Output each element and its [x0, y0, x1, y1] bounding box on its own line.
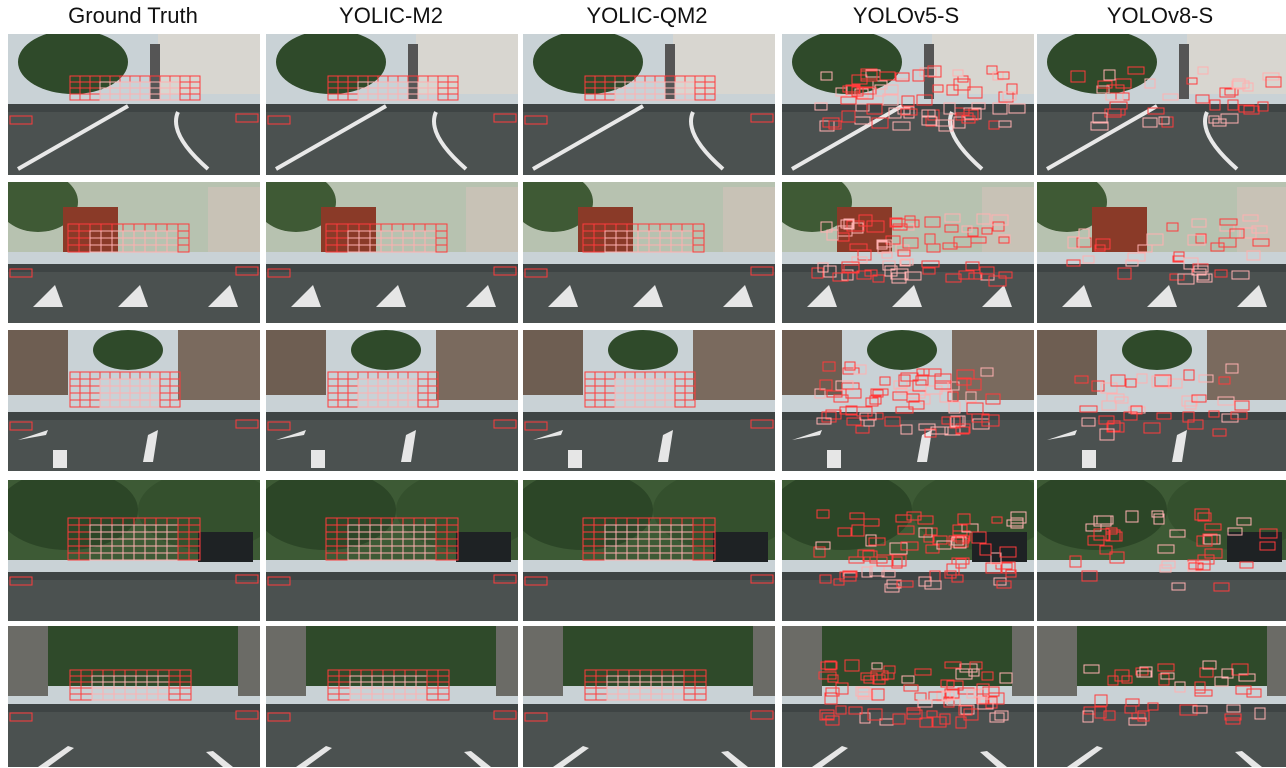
scene-street-with-building-and-curve [266, 34, 518, 175]
result-image-m2-row-5 [266, 626, 518, 767]
detection-boxes [1069, 508, 1278, 592]
scene-truck-and-crosswalk [782, 182, 1034, 323]
scene-tree-lined-road-with-suv [8, 480, 260, 621]
image-grid [0, 34, 1286, 768]
scene-urban-road-with-cars [523, 626, 775, 767]
detection-boxes [267, 371, 517, 431]
result-image-v5-row-5 [782, 626, 1034, 767]
detection-boxes [1066, 214, 1270, 285]
result-image-qm2-row-4 [523, 480, 775, 621]
scene-brick-houses-with-arrows [1037, 330, 1286, 471]
column-title-yolic-m2: YOLIC-M2 [339, 3, 443, 28]
result-image-v5-row-3 [782, 330, 1034, 471]
result-image-m2-row-3 [266, 330, 518, 471]
detection-boxes [1082, 660, 1266, 726]
scene-truck-and-crosswalk [523, 182, 775, 323]
detection-boxes [1070, 66, 1282, 131]
scene-urban-road-with-cars [782, 626, 1034, 767]
result-image-v8-row-4 [1037, 480, 1286, 621]
scene-brick-houses-with-arrows [8, 330, 260, 471]
result-image-gt-row-2 [8, 182, 260, 323]
scene-tree-lined-road-with-suv [1037, 480, 1286, 621]
scene-tree-lined-road-with-suv [523, 480, 775, 621]
result-image-qm2-row-2 [523, 182, 775, 323]
result-image-v8-row-3 [1037, 330, 1286, 471]
column-title-yolov8-s: YOLOv8-S [1106, 3, 1214, 28]
scene-urban-road-with-cars [8, 626, 260, 767]
detection-boxes [524, 669, 774, 722]
result-image-v8-row-2 [1037, 182, 1286, 323]
detection-boxes [524, 75, 774, 125]
scene-tree-lined-road-with-suv [782, 480, 1034, 621]
result-image-v5-row-2 [782, 182, 1034, 323]
result-image-qm2-row-5 [523, 626, 775, 767]
scene-urban-road-with-cars [1037, 626, 1286, 767]
detection-boxes [818, 659, 1013, 729]
result-image-v8-row-1 [1037, 34, 1286, 175]
scene-truck-and-crosswalk [8, 182, 260, 323]
result-image-v8-row-5 [1037, 626, 1286, 767]
scene-tree-lined-road-with-suv [266, 480, 518, 621]
detection-boxes [267, 669, 517, 722]
detection-boxes [814, 361, 1001, 438]
detection-boxes [9, 669, 259, 722]
result-image-m2-row-4 [266, 480, 518, 621]
result-image-gt-row-5 [8, 626, 260, 767]
result-image-gt-row-4 [8, 480, 260, 621]
scene-brick-houses-with-arrows [523, 330, 775, 471]
scene-brick-houses-with-arrows [266, 330, 518, 471]
detection-boxes [813, 509, 1027, 593]
scene-truck-and-crosswalk [266, 182, 518, 323]
result-image-qm2-row-1 [523, 34, 775, 175]
result-image-v5-row-1 [782, 34, 1034, 175]
detection-boxes [9, 223, 259, 278]
scene-urban-road-with-cars [266, 626, 518, 767]
detection-boxes [1074, 363, 1250, 441]
scene-street-with-building-and-curve [782, 34, 1034, 175]
column-title-ground-truth: Ground Truth [68, 3, 198, 28]
column-title-yolov5-s: YOLOv5-S [852, 3, 960, 28]
result-image-qm2-row-3 [523, 330, 775, 471]
detection-boxes [811, 213, 1013, 287]
scene-brick-houses-with-arrows [782, 330, 1034, 471]
result-image-m2-row-2 [266, 182, 518, 323]
detection-boxes [267, 75, 517, 125]
scene-truck-and-crosswalk [1037, 182, 1286, 323]
detection-boxes [524, 517, 774, 586]
scene-street-with-building-and-curve [8, 34, 260, 175]
detection-boxes [267, 517, 517, 586]
detection-boxes [267, 223, 517, 278]
detection-boxes [524, 371, 774, 431]
detection-boxes [9, 517, 259, 586]
detection-boxes [9, 75, 259, 125]
result-image-gt-row-1 [8, 34, 260, 175]
result-image-gt-row-3 [8, 330, 260, 471]
detection-boxes [9, 371, 259, 431]
scene-street-with-building-and-curve [523, 34, 775, 175]
result-image-m2-row-1 [266, 34, 518, 175]
column-title-yolic-qm2: YOLIC-QM2 [586, 3, 708, 28]
detection-boxes [524, 223, 774, 278]
result-image-v5-row-4 [782, 480, 1034, 621]
scene-street-with-building-and-curve [1037, 34, 1286, 175]
detection-boxes [814, 65, 1026, 132]
column-headers: Ground Truth YOLIC-M2 YOLIC-QM2 YOLOv5-S… [0, 0, 1286, 34]
